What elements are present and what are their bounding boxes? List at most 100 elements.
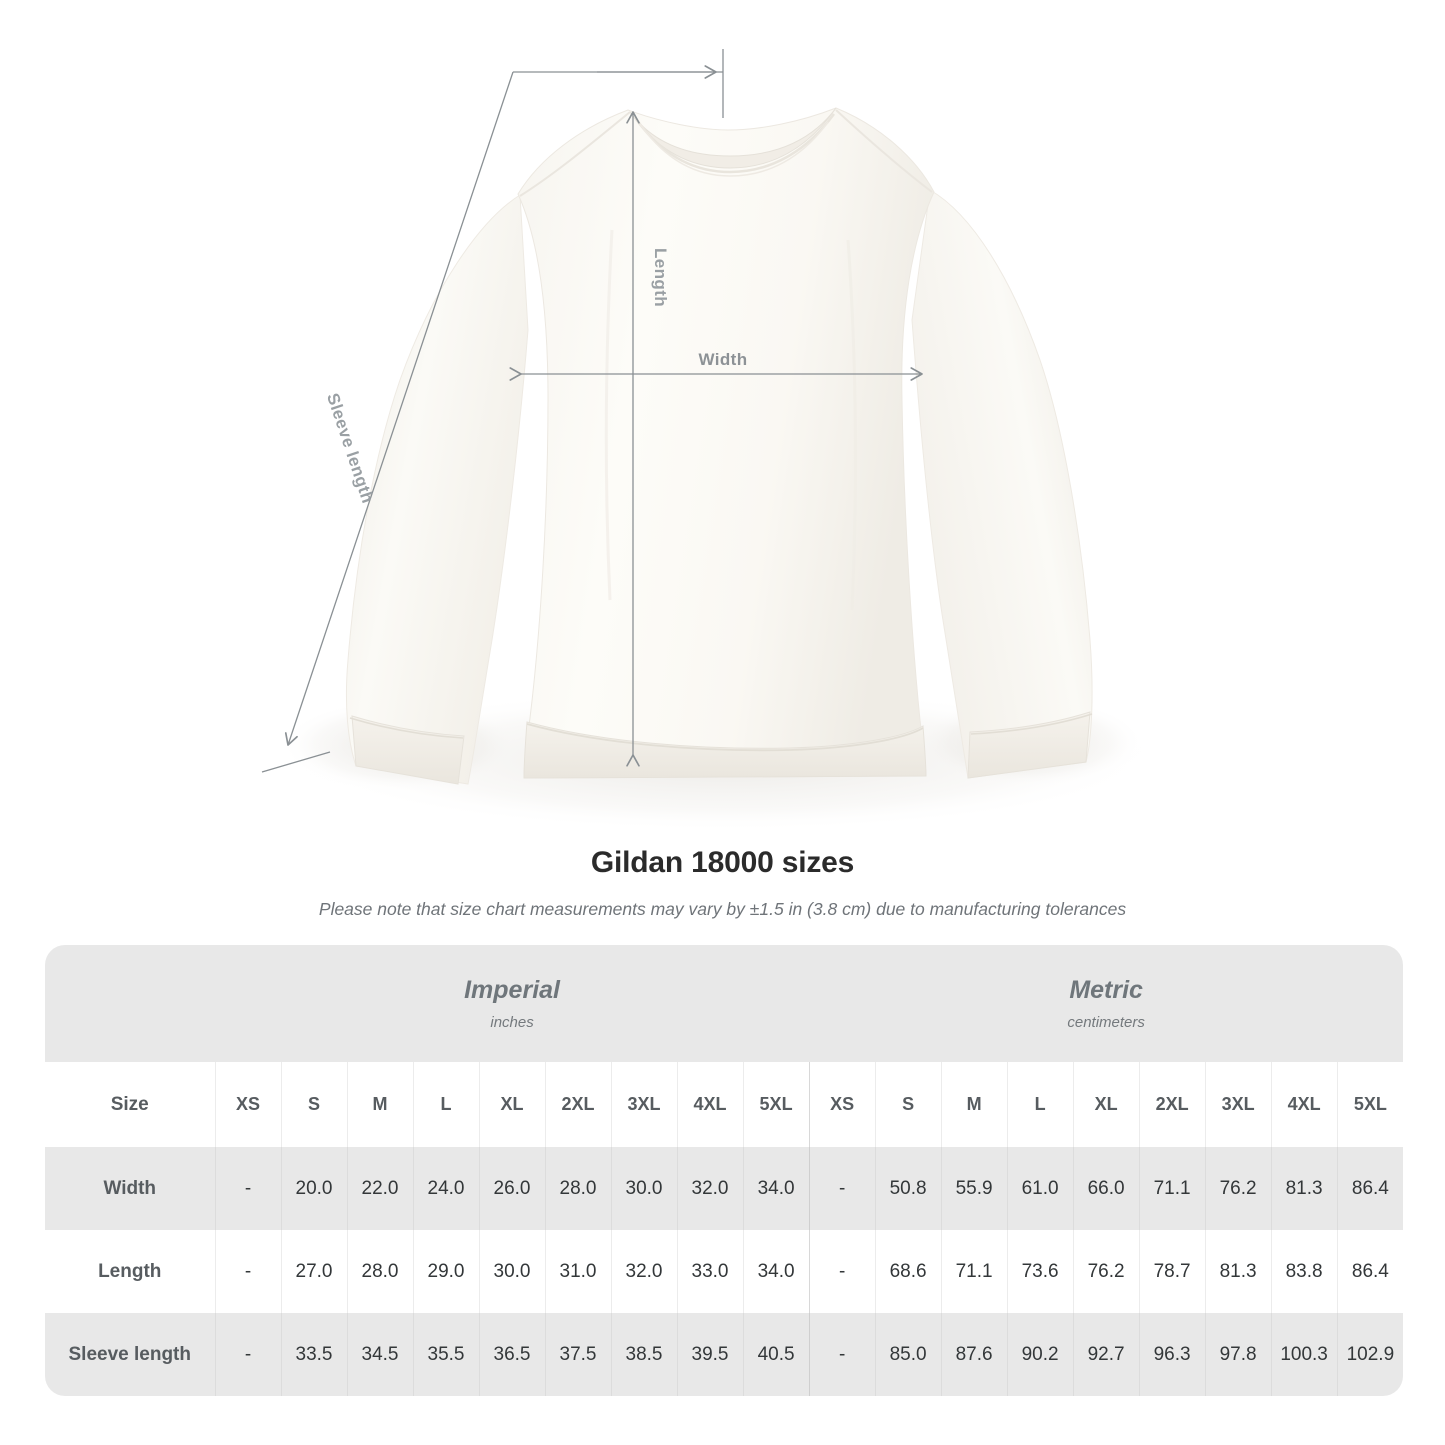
cell-length-metric-xs: -	[808, 1230, 876, 1313]
table-row: Width -20.0 22.0 24.0 26.0 28.0 30.0 32.0 34.0-5…	[45, 1147, 1403, 1230]
cell-sleeve-length-imperial-m: 34.5	[346, 1313, 413, 1396]
cell-width-imperial-s: 20.0	[280, 1147, 347, 1230]
size-header-imperial-l: L	[412, 1062, 479, 1147]
size-header-metric-l: L	[1006, 1062, 1074, 1147]
table-row: Length -27.0 28.0 29.0 30.0 31.0 32.0 33.0 34.0-…	[45, 1230, 1403, 1313]
size-header-metric-xl: XL	[1072, 1062, 1140, 1147]
cell-width-metric-xs: -	[808, 1147, 876, 1230]
collar-ribbing	[629, 107, 837, 169]
size-header-imperial-s: S	[280, 1062, 347, 1147]
cell-width-imperial-2xl: 28.0	[544, 1147, 611, 1230]
cell-length-metric-xl: 76.2	[1072, 1230, 1140, 1313]
size-header-metric-2xl: 2XL	[1138, 1062, 1206, 1147]
cell-sleeve-length-metric-s: 85.0	[874, 1313, 942, 1396]
measure-label-width: Width	[45, 1147, 215, 1230]
cell-length-metric-m: 71.1	[940, 1230, 1008, 1313]
cell-sleeve-length-imperial-l: 35.5	[412, 1313, 479, 1396]
width-label: Width	[698, 350, 747, 369]
unit-header-row: Imperial inches Metric centimeters	[45, 945, 1403, 1062]
cell-sleeve-length-imperial-3xl: 38.5	[610, 1313, 677, 1396]
cell-length-metric-l: 73.6	[1006, 1230, 1074, 1313]
measure-label-sleeve-length: Sleeve length	[45, 1313, 215, 1396]
size-header-metric-5xl: 5XL	[1336, 1062, 1403, 1147]
body-fold-1	[604, 229, 614, 601]
length-measure: Length	[597, 49, 724, 767]
sweatshirt-diagram: Sleeve length Length Width	[261, 49, 1155, 832]
size-header-metric-m: M	[940, 1062, 1008, 1147]
cell-sleeve-length-metric-2xl: 96.3	[1138, 1313, 1206, 1396]
cell-length-imperial-m: 28.0	[346, 1230, 413, 1313]
left-shoulder-seam	[519, 111, 631, 197]
page-title: Gildan 18000 sizes	[590, 846, 855, 879]
sleeve-length-line	[284, 71, 514, 746]
cell-width-metric-m: 55.9	[940, 1147, 1008, 1230]
sweatshirt-body	[517, 107, 935, 779]
cell-length-metric-2xl: 78.7	[1138, 1230, 1206, 1313]
cell-length-imperial-s: 27.0	[280, 1230, 347, 1313]
cell-width-imperial-xl: 26.0	[478, 1147, 545, 1230]
cell-length-imperial-4xl: 33.0	[676, 1230, 743, 1313]
title-block: Gildan 18000 sizes Please note that size…	[0, 846, 1445, 920]
cell-length-imperial-xl: 30.0	[478, 1230, 545, 1313]
cell-sleeve-length-imperial-s: 33.5	[280, 1313, 347, 1396]
cell-width-imperial-l: 24.0	[412, 1147, 479, 1230]
size-chart-table: Imperial inches Metric centimeters Size XS S M L…	[45, 945, 1403, 1396]
size-header-imperial-5xl: 5XL	[742, 1062, 810, 1147]
cell-width-imperial-xs: -	[214, 1147, 281, 1230]
body-fold-2	[846, 239, 857, 611]
cell-length-imperial-5xl: 34.0	[742, 1230, 810, 1313]
size-header-metric-s: S	[874, 1062, 942, 1147]
cell-sleeve-length-metric-5xl: 102.9	[1336, 1313, 1403, 1396]
cell-length-imperial-3xl: 32.0	[610, 1230, 677, 1313]
length-label: Length	[651, 248, 670, 307]
cell-width-metric-2xl: 71.1	[1138, 1147, 1206, 1230]
size-header-imperial-3xl: 3XL	[610, 1062, 677, 1147]
cell-width-imperial-4xl: 32.0	[676, 1147, 743, 1230]
size-chart-table-container: Imperial inches Metric centimeters Size XS S M L…	[45, 945, 1403, 1396]
cell-width-imperial-3xl: 30.0	[610, 1147, 677, 1230]
cell-sleeve-length-metric-4xl: 100.3	[1270, 1313, 1338, 1396]
cell-length-metric-3xl: 81.3	[1204, 1230, 1272, 1313]
unit-header-metric: Metric centimeters	[809, 945, 1403, 1062]
cell-width-metric-l: 61.0	[1006, 1147, 1074, 1230]
cell-width-metric-s: 50.8	[874, 1147, 942, 1230]
cell-width-metric-5xl: 86.4	[1336, 1147, 1403, 1230]
cell-length-metric-5xl: 86.4	[1336, 1230, 1403, 1313]
width-measure: Width	[509, 350, 923, 381]
cell-sleeve-length-imperial-2xl: 37.5	[544, 1313, 611, 1396]
left-cuff-seam	[349, 717, 464, 739]
cell-sleeve-length-imperial-4xl: 39.5	[676, 1313, 743, 1396]
cell-length-metric-4xl: 83.8	[1270, 1230, 1338, 1313]
sleeve-end-tick	[261, 751, 331, 773]
size-header-imperial-2xl: 2XL	[544, 1062, 611, 1147]
cell-sleeve-length-metric-m: 87.6	[940, 1313, 1008, 1396]
size-header-imperial-xs: XS	[214, 1062, 281, 1147]
right-sleeve	[911, 189, 1093, 779]
cell-sleeve-length-metric-xs: -	[808, 1313, 876, 1396]
unit-row-spacer	[45, 945, 215, 1062]
measure-label-length: Length	[45, 1230, 215, 1313]
size-header-metric-3xl: 3XL	[1204, 1062, 1272, 1147]
size-column-header: Size	[45, 1062, 215, 1147]
size-header-imperial-m: M	[346, 1062, 413, 1147]
cell-sleeve-length-imperial-5xl: 40.5	[742, 1313, 810, 1396]
cell-width-metric-xl: 66.0	[1072, 1147, 1140, 1230]
size-header-metric-4xl: 4XL	[1270, 1062, 1338, 1147]
cell-length-imperial-xs: -	[214, 1230, 281, 1313]
cell-sleeve-length-imperial-xs: -	[214, 1313, 281, 1396]
unit-header-imperial: Imperial inches	[215, 945, 810, 1062]
cell-sleeve-length-metric-l: 90.2	[1006, 1313, 1074, 1396]
table-row: Sleeve length -33.5 34.5 35.5 36.5 37.5 38.5 39…	[45, 1313, 1403, 1396]
right-cuff	[967, 711, 1091, 779]
cell-width-metric-4xl: 81.3	[1270, 1147, 1338, 1230]
hem-seam	[526, 723, 924, 752]
unit-header-imperial-name: Imperial	[464, 976, 560, 1004]
right-shoulder-seam	[835, 109, 933, 193]
cell-length-metric-s: 68.6	[874, 1230, 942, 1313]
right-cuff-seam	[970, 713, 1093, 735]
cell-length-imperial-l: 29.0	[412, 1230, 479, 1313]
size-header-imperial-4xl: 4XL	[676, 1062, 743, 1147]
neckline-inner	[639, 121, 829, 177]
cell-sleeve-length-imperial-xl: 36.5	[478, 1313, 545, 1396]
cell-width-imperial-m: 22.0	[346, 1147, 413, 1230]
